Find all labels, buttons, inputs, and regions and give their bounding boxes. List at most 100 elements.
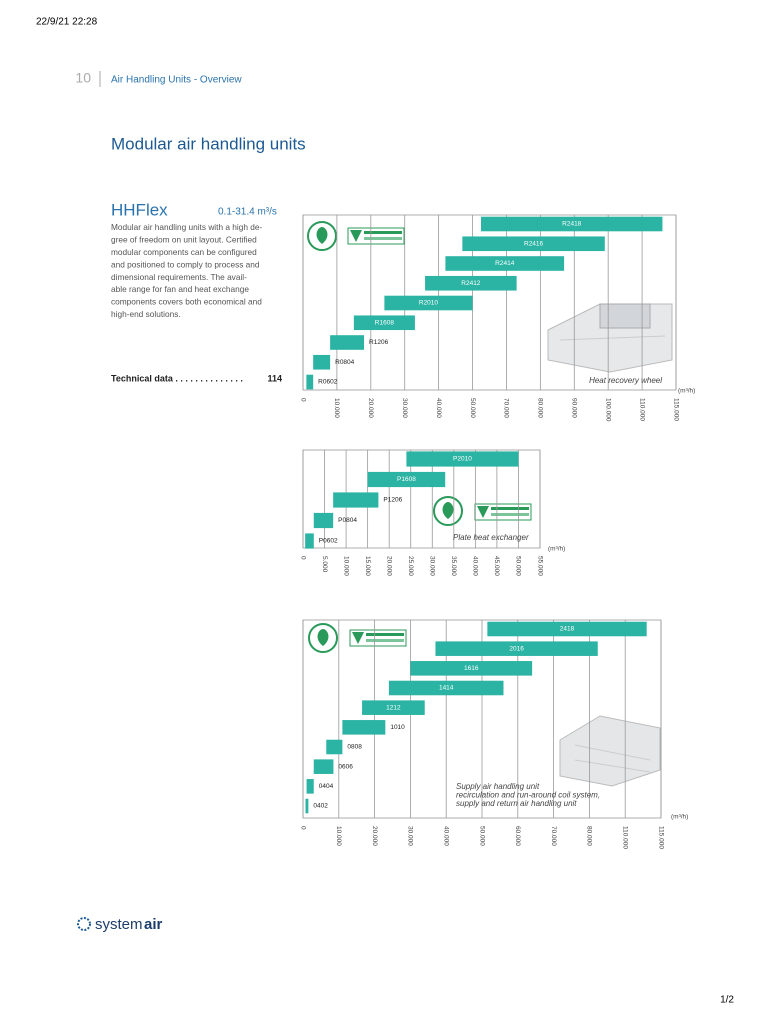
range-bar bbox=[305, 533, 314, 549]
range-chart: 0 10.000 20.000 30.000 40.000 50.000 60.000 70.… bbox=[299, 619, 688, 849]
eurovent-stripe bbox=[366, 639, 404, 642]
bar-label: P0602 bbox=[319, 538, 338, 545]
x-tick-label: 110.000 bbox=[621, 826, 628, 849]
bar-label: R0602 bbox=[318, 379, 338, 386]
description-line: dimensional requirements. The avail- bbox=[111, 272, 247, 282]
range-bar bbox=[305, 798, 309, 814]
range-bar bbox=[388, 680, 504, 696]
x-tick-label: 45.000 bbox=[493, 556, 500, 576]
bar-label: P1608 bbox=[397, 476, 416, 483]
eurovent-mark bbox=[477, 506, 489, 518]
chart-caption: Supply air handling unit bbox=[456, 782, 540, 791]
axis-unit: (m³/h) bbox=[548, 546, 565, 553]
description-line: gree of freedom on unit layout. Certifie… bbox=[111, 235, 257, 245]
x-tick-label: 50.000 bbox=[469, 398, 476, 418]
chart-caption: Plate heat exchanger bbox=[453, 533, 529, 542]
bar-label: R2418 bbox=[562, 221, 582, 228]
bar-label: P0804 bbox=[338, 517, 357, 524]
bar-label: 2016 bbox=[509, 645, 524, 652]
timestamp: 22/9/21 22:28 bbox=[36, 17, 98, 28]
range-chart: 0 10.000 20.000 30.000 40.000 50.000 70.000 80.… bbox=[299, 214, 695, 422]
brand-prefix: system bbox=[95, 916, 143, 933]
x-tick-label: 40.000 bbox=[435, 398, 442, 418]
bar-label: R2010 bbox=[419, 300, 439, 307]
range-bar bbox=[481, 216, 663, 232]
eurovent-stripe bbox=[491, 513, 529, 516]
eurovent-stripe bbox=[364, 237, 402, 240]
bar-label: P1206 bbox=[383, 497, 402, 504]
x-tick-label: 115.000 bbox=[657, 826, 664, 849]
range-bar bbox=[313, 354, 331, 370]
x-tick-label: 90.000 bbox=[571, 398, 578, 418]
range-bar bbox=[435, 641, 598, 656]
bar-label: 2418 bbox=[560, 626, 575, 633]
range-bar bbox=[313, 759, 334, 774]
range-bar bbox=[333, 492, 379, 508]
range-bar bbox=[384, 295, 473, 311]
section-title: Air Handling Units - Overview bbox=[111, 75, 242, 86]
x-tick-label: 15.000 bbox=[364, 556, 371, 576]
charts: 0 10.000 20.000 30.000 40.000 50.000 70.000 80.… bbox=[299, 214, 695, 849]
eurovent-stripe bbox=[491, 507, 529, 510]
bar-label: 1414 bbox=[439, 685, 454, 692]
technical-data-label: Technical data . . . . . . . . . . . . .… bbox=[111, 373, 243, 383]
unit-photo-1 bbox=[547, 303, 673, 373]
axis-unit: (m³/h) bbox=[678, 388, 695, 395]
product-name: HHFlex bbox=[111, 200, 168, 219]
range-bar bbox=[367, 471, 446, 488]
bar-label: 0402 bbox=[313, 803, 328, 810]
range-bar bbox=[313, 512, 334, 529]
x-tick-label: 80.000 bbox=[537, 398, 544, 418]
description-line: high-end solutions. bbox=[111, 309, 181, 319]
bar-label: R2416 bbox=[524, 240, 544, 247]
x-tick-label: 0 bbox=[299, 398, 306, 402]
bar-label: R1206 bbox=[369, 339, 389, 346]
x-tick-label: 0 bbox=[299, 556, 306, 560]
range-bar bbox=[425, 275, 517, 291]
x-tick-label: 60.000 bbox=[514, 826, 521, 846]
page-count: 1/2 bbox=[720, 995, 734, 1006]
brand-logo: system air bbox=[77, 916, 163, 933]
description-line: and positioned to comply to process and bbox=[111, 259, 260, 269]
description: Modular air handling units with a high d… bbox=[111, 222, 263, 319]
range-bar bbox=[330, 335, 365, 350]
x-tick-label: 30.000 bbox=[401, 398, 408, 418]
x-tick-label: 100.000 bbox=[604, 398, 611, 422]
chart-caption: supply and return air handling unit bbox=[456, 799, 577, 808]
bar-label: P2010 bbox=[453, 456, 472, 463]
x-tick-label: 30.000 bbox=[429, 556, 436, 576]
x-tick-label: 20.000 bbox=[367, 398, 374, 418]
x-tick-label: 80.000 bbox=[586, 826, 593, 846]
range-bar bbox=[353, 315, 415, 331]
leaf-icon bbox=[316, 227, 328, 244]
leaf-icon bbox=[317, 629, 329, 646]
x-tick-label: 10.000 bbox=[333, 398, 340, 418]
bar-label: R2414 bbox=[495, 260, 515, 267]
chart-caption: Heat recovery wheel bbox=[589, 376, 662, 385]
range-bar bbox=[487, 621, 647, 637]
eurovent-mark bbox=[352, 632, 364, 644]
axis-unit: (m³/h) bbox=[671, 814, 688, 821]
x-tick-label: 40.000 bbox=[472, 556, 479, 576]
bar-label: 0606 bbox=[338, 763, 353, 770]
certification-logos bbox=[307, 221, 532, 653]
eurovent-stripe bbox=[366, 633, 404, 636]
product-range: 0.1-31.4 m³/s bbox=[218, 207, 277, 218]
unit-photo-3 bbox=[559, 715, 661, 787]
bar-label: 1616 bbox=[464, 665, 479, 672]
x-tick-label: 30.000 bbox=[407, 826, 414, 846]
x-tick-label: 70.000 bbox=[550, 826, 557, 846]
description-line: Modular air handling units with a high d… bbox=[111, 222, 263, 232]
x-tick-label: 110.000 bbox=[638, 398, 645, 421]
page-title: Modular air handling units bbox=[111, 134, 306, 153]
eurovent-mark bbox=[350, 230, 362, 242]
chart-caption: recirculation and run-around coil system… bbox=[456, 791, 600, 800]
description-line: modular components can be configured bbox=[111, 247, 257, 257]
x-tick-label: 70.000 bbox=[503, 398, 510, 418]
x-tick-label: 115.000 bbox=[672, 398, 679, 421]
x-tick-label: 25.000 bbox=[407, 556, 414, 576]
x-tick-label: 20.000 bbox=[371, 826, 378, 846]
bar-label: 1212 bbox=[386, 704, 401, 711]
eurovent-stripe bbox=[364, 231, 402, 234]
